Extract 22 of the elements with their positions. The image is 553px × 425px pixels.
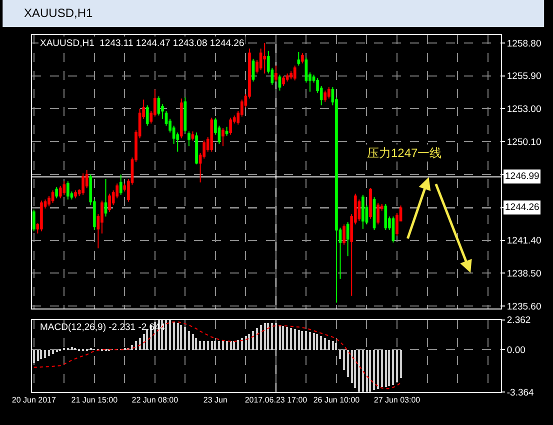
annotation: XAUUSD,H1 1243.11 1244.47 1243.08 1244.26 xyxy=(40,38,244,49)
y-tick-label: -3.364 xyxy=(506,387,534,398)
y-tick-label: 1253.00 xyxy=(506,104,542,116)
x-tick-label: 27 Jun 03:00 xyxy=(374,396,421,405)
ref-line-label: 1244.26 xyxy=(505,202,540,213)
x-tick-label: 21 Jun 15:00 xyxy=(71,396,118,405)
y-tick-label: 1255.90 xyxy=(506,71,542,82)
y-tick-label: 1238.50 xyxy=(506,268,542,280)
x-tick-label: 23 Jun xyxy=(203,396,228,405)
x-tick-label: 26 Jun 10:00 xyxy=(313,396,360,405)
y-tick-label: 1235.60 xyxy=(506,301,542,312)
x-tick-label: 22 Jun 08:00 xyxy=(132,396,179,405)
annotation: 压力1247一线 xyxy=(367,146,442,160)
x-tick-label: 2017.06.23 17:00 xyxy=(244,396,308,405)
ref-line-label: 1246.99 xyxy=(505,171,540,182)
y-tick-label: 0.00 xyxy=(506,344,526,356)
y-tick-label: 1258.80 xyxy=(506,38,542,50)
y-tick-label: 1241.40 xyxy=(506,236,542,247)
y-tick-label: 1250.10 xyxy=(506,136,542,148)
chart-title: XAUUSD,H1 xyxy=(24,6,94,20)
y-tick-label: 2.362 xyxy=(506,315,531,326)
x-tick-label: 20 Jun 2017 xyxy=(12,396,56,405)
